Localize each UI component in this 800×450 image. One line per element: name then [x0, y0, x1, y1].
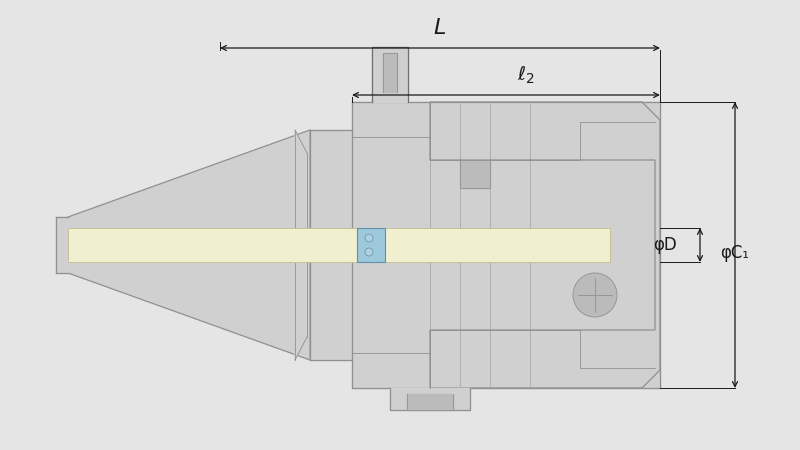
Text: φD: φD: [654, 236, 677, 254]
Polygon shape: [352, 102, 660, 388]
Polygon shape: [460, 160, 490, 188]
Circle shape: [365, 248, 373, 256]
Polygon shape: [56, 217, 68, 273]
Polygon shape: [295, 130, 307, 360]
Polygon shape: [390, 388, 470, 410]
Polygon shape: [430, 102, 660, 388]
Text: $\ell_2$: $\ell_2$: [518, 64, 534, 86]
Polygon shape: [68, 130, 310, 360]
Bar: [68, 228, 610, 262]
Polygon shape: [383, 53, 397, 92]
Circle shape: [573, 273, 617, 317]
Text: φC₁: φC₁: [720, 244, 749, 262]
Polygon shape: [407, 394, 453, 410]
Bar: [357, 228, 385, 262]
Circle shape: [365, 234, 373, 242]
Text: L: L: [434, 18, 446, 38]
Polygon shape: [372, 47, 408, 102]
Polygon shape: [310, 130, 352, 360]
